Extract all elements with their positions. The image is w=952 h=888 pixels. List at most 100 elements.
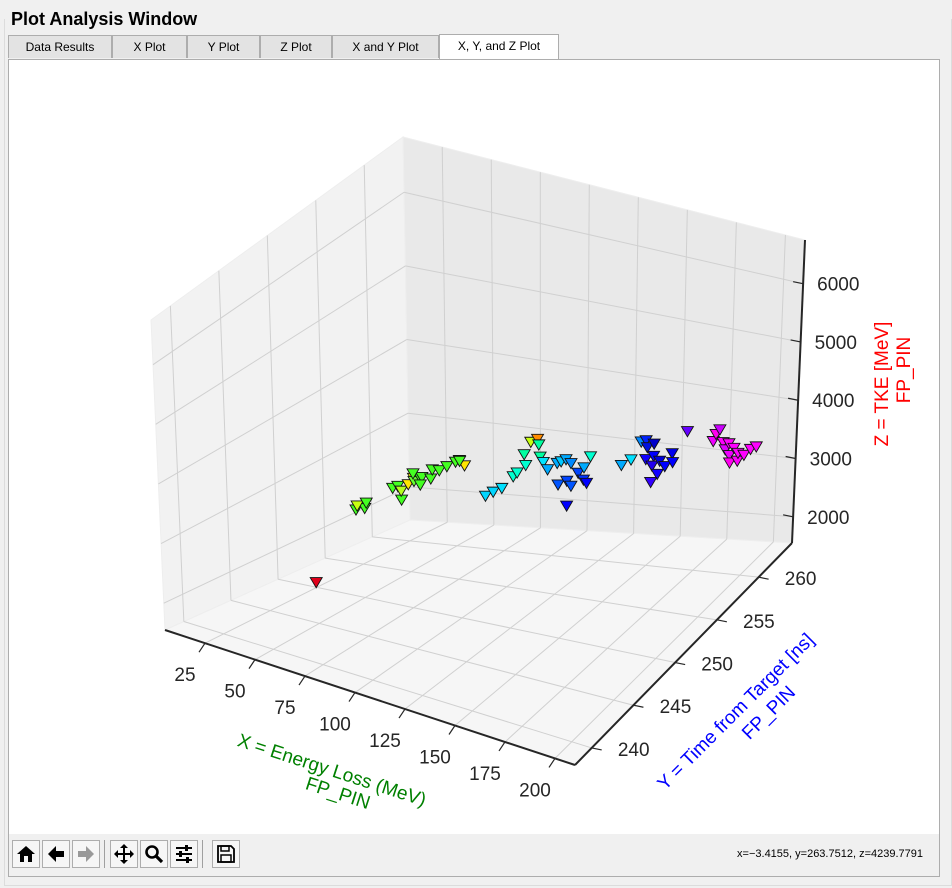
forward-arrow-icon (78, 846, 94, 862)
x-tick-label: 75 (274, 698, 295, 719)
data-point (495, 482, 509, 495)
grid-line-y-left (315, 200, 326, 559)
data-point (749, 441, 764, 453)
grid-line-x-back (490, 159, 495, 526)
tab-x-and-y-plot[interactable]: X and Y Plot (332, 35, 439, 58)
z-tick-label: 4000 (812, 391, 854, 412)
data-point (415, 471, 429, 484)
x-tick-label: 175 (469, 764, 501, 785)
z-axis-label-line1: Z = TKE [MeV] (872, 322, 893, 447)
data-point (540, 464, 555, 476)
grid-line-z-left (152, 191, 405, 366)
configure-subplots-button[interactable] (170, 840, 198, 868)
grid-line-z-back (409, 486, 794, 518)
grid-line-x-back (679, 209, 688, 537)
zoom-icon (145, 845, 164, 864)
z-axis-line (791, 239, 806, 544)
pane-back (402, 136, 806, 544)
z-tick-label: 6000 (817, 275, 859, 296)
data-point (432, 465, 447, 477)
z-tick (788, 397, 799, 401)
grid-line-y-floor (230, 599, 634, 706)
y-tick (591, 747, 602, 751)
grid-line-y-floor (183, 621, 592, 749)
z-tick (785, 455, 796, 460)
data-point (680, 426, 695, 438)
data-point (350, 500, 364, 513)
data-point (536, 457, 551, 469)
data-point (571, 467, 585, 480)
data-point (645, 460, 659, 473)
x-tick-label: 50 (224, 682, 245, 703)
x-tick (498, 741, 506, 752)
cursor-coordinates: x=−3.4155, y=263.7512, z=4239.7791 (737, 848, 923, 860)
grid-line-z-back (403, 191, 804, 285)
tab-z-plot[interactable]: Z Plot (260, 35, 332, 58)
back-button[interactable] (42, 840, 70, 868)
y-tick-label: 245 (660, 697, 692, 718)
grid-line-z-left (160, 412, 409, 544)
data-point (722, 457, 737, 470)
data-point (737, 449, 751, 462)
x-tick (398, 708, 406, 719)
grid-line-y-left (266, 235, 279, 580)
zoom-button[interactable] (140, 840, 168, 868)
y-tick (716, 619, 728, 623)
tab-xyz-plot[interactable]: X, Y, and Z Plot (439, 34, 559, 59)
z-tick-label: 5000 (815, 333, 857, 354)
data-point (518, 460, 533, 472)
save-button[interactable] (212, 840, 240, 868)
data-point (517, 449, 531, 461)
grid-line-x-back (772, 234, 786, 542)
data-point (309, 577, 324, 589)
navigation-toolbar: x=−3.4155, y=263.7512, z=4239.7791 (9, 834, 939, 876)
pan-icon (114, 844, 134, 864)
grid-line-x-back (633, 197, 639, 534)
tick-marks (198, 281, 804, 768)
data-point (452, 455, 467, 468)
tick-labels: 25 50 75 100 125 150 175 200 240 245 250 255 260 2000… (174, 275, 859, 802)
grid-line-y-left (218, 270, 232, 601)
data-point (406, 468, 420, 480)
tab-data-results[interactable]: Data Results (8, 35, 112, 58)
grid-line-x-back (441, 147, 448, 523)
forward-button[interactable] (72, 840, 100, 868)
z-tick-label: 2000 (807, 508, 849, 529)
y-tick-label: 260 (785, 569, 817, 590)
y-tick (633, 704, 644, 708)
data-point (647, 438, 661, 451)
y-tick-label: 250 (701, 655, 733, 676)
grid-line-y-floor (277, 578, 676, 664)
x-tick (198, 642, 206, 653)
data-point (531, 439, 546, 451)
grid-line-y-left (363, 165, 373, 537)
axis-panes (150, 136, 806, 766)
grid-line-z-back (406, 339, 799, 401)
data-point (577, 462, 591, 474)
home-icon (17, 846, 35, 862)
plot-canvas[interactable]: 25 50 75 100 125 150 175 200 240 245 250 255 260 2000… (9, 60, 939, 834)
home-button[interactable] (12, 840, 40, 868)
grid-line-x-floor (504, 538, 728, 743)
data-point (579, 477, 594, 490)
tab-x-plot[interactable]: X Plot (112, 35, 187, 58)
grid-line-x-floor (454, 535, 681, 726)
data-point (551, 479, 565, 491)
x-axis-line (164, 629, 576, 766)
data-point (486, 486, 500, 499)
x-tick (548, 758, 556, 768)
data-point (583, 451, 598, 463)
data-point (639, 454, 653, 466)
grid-line-x-floor (354, 530, 588, 693)
x-tick-label: 125 (369, 731, 401, 752)
toolbar-separator (104, 840, 105, 868)
pan-button[interactable] (110, 840, 138, 868)
tab-y-plot[interactable]: Y Plot (187, 35, 260, 58)
data-point (614, 460, 629, 472)
data-point (478, 490, 493, 503)
data-point (413, 479, 428, 492)
grid-line-y-floor (325, 557, 717, 621)
y-tick-label: 255 (743, 612, 775, 633)
data-point (650, 468, 665, 481)
data-point (564, 480, 578, 493)
